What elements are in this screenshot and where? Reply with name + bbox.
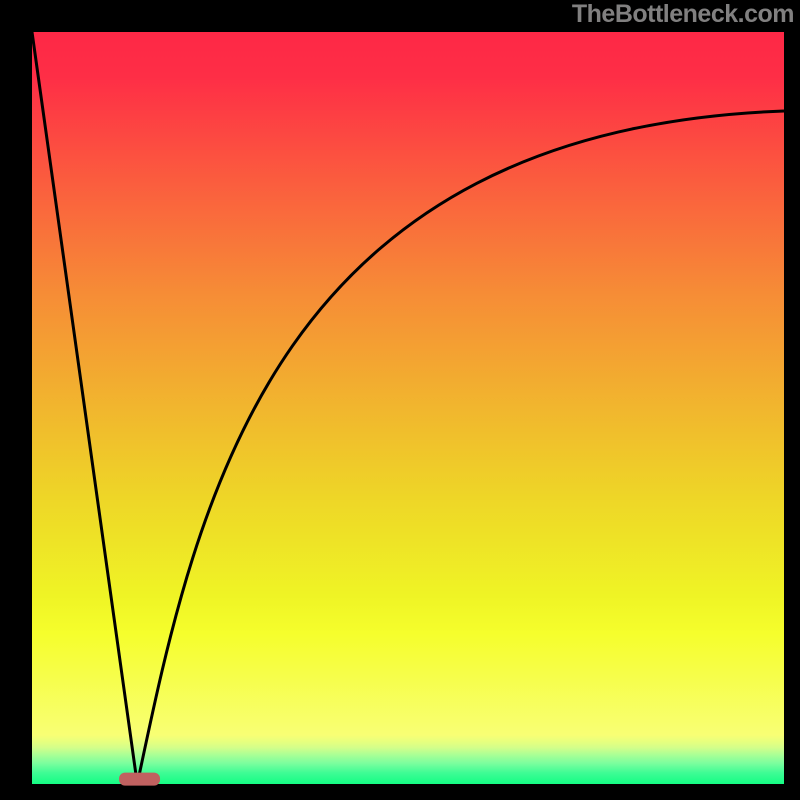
optimal-marker (119, 773, 160, 786)
watermark-text: TheBottleneck.com (572, 0, 794, 29)
chart-container: TheBottleneck.com (0, 0, 800, 800)
bottleneck-chart (0, 0, 800, 800)
gradient-background (32, 32, 784, 784)
